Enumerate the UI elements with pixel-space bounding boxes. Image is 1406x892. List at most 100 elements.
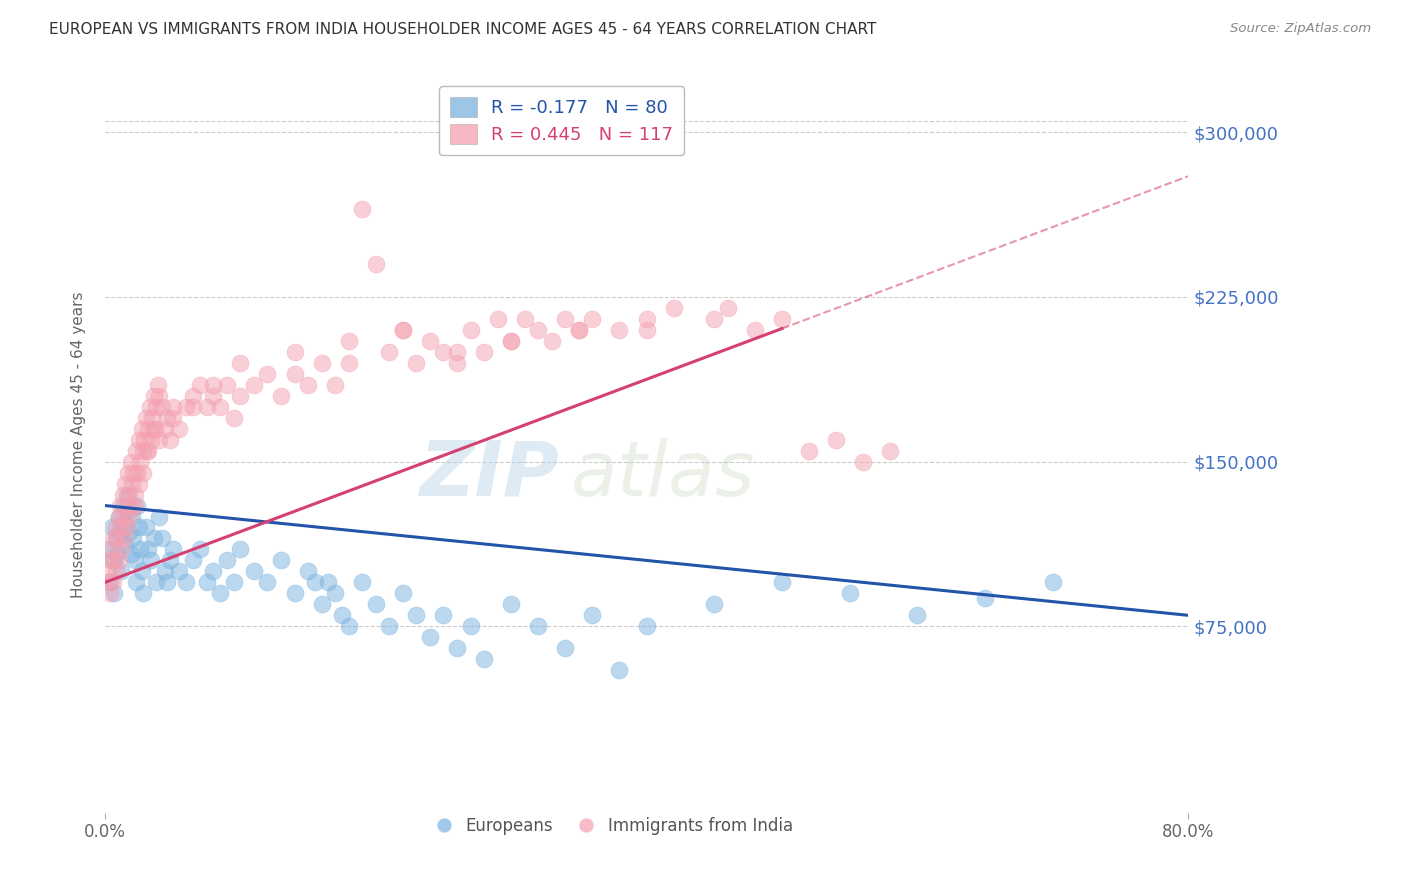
Point — [703, 312, 725, 326]
Point — [100, 586, 122, 600]
Point — [115, 487, 138, 501]
Point — [323, 377, 346, 392]
Point — [770, 575, 793, 590]
Point — [202, 565, 225, 579]
Point — [104, 520, 127, 534]
Point — [107, 509, 129, 524]
Point — [337, 334, 360, 348]
Point — [131, 422, 153, 436]
Point — [117, 503, 139, 517]
Point — [297, 377, 319, 392]
Point — [636, 312, 658, 326]
Point — [98, 565, 121, 579]
Point — [283, 344, 305, 359]
Point — [378, 619, 401, 633]
Point — [195, 575, 218, 590]
Point — [513, 312, 536, 326]
Point — [136, 443, 159, 458]
Point — [138, 400, 160, 414]
Point — [124, 499, 146, 513]
Point — [243, 565, 266, 579]
Point — [188, 377, 211, 392]
Point — [297, 565, 319, 579]
Point — [117, 466, 139, 480]
Point — [112, 509, 135, 524]
Point — [501, 334, 523, 348]
Point — [150, 532, 173, 546]
Point — [311, 356, 333, 370]
Point — [419, 630, 441, 644]
Point — [283, 586, 305, 600]
Point — [460, 323, 482, 337]
Point — [132, 466, 155, 480]
Text: EUROPEAN VS IMMIGRANTS FROM INDIA HOUSEHOLDER INCOME AGES 45 - 64 YEARS CORRELAT: EUROPEAN VS IMMIGRANTS FROM INDIA HOUSEH… — [49, 22, 876, 37]
Point — [270, 553, 292, 567]
Point — [501, 598, 523, 612]
Point — [879, 443, 901, 458]
Point — [581, 312, 603, 326]
Point — [100, 553, 122, 567]
Point — [905, 608, 928, 623]
Point — [527, 323, 550, 337]
Point — [124, 487, 146, 501]
Point — [229, 542, 252, 557]
Point — [162, 400, 184, 414]
Point — [112, 516, 135, 530]
Point — [419, 334, 441, 348]
Point — [100, 575, 122, 590]
Point — [128, 476, 150, 491]
Point — [103, 586, 125, 600]
Point — [162, 410, 184, 425]
Point — [825, 433, 848, 447]
Point — [323, 586, 346, 600]
Y-axis label: Householder Income Ages 45 - 64 years: Householder Income Ages 45 - 64 years — [72, 292, 86, 599]
Point — [146, 377, 169, 392]
Point — [202, 377, 225, 392]
Point — [111, 487, 134, 501]
Point — [139, 553, 162, 567]
Point — [215, 377, 238, 392]
Point — [581, 608, 603, 623]
Point — [188, 542, 211, 557]
Point — [153, 422, 176, 436]
Point — [148, 389, 170, 403]
Point — [107, 509, 129, 524]
Point — [270, 389, 292, 403]
Point — [162, 542, 184, 557]
Point — [460, 619, 482, 633]
Point — [101, 553, 124, 567]
Point — [174, 400, 197, 414]
Text: Source: ZipAtlas.com: Source: ZipAtlas.com — [1230, 22, 1371, 36]
Point — [148, 433, 170, 447]
Point — [229, 389, 252, 403]
Point — [131, 565, 153, 579]
Point — [136, 542, 159, 557]
Point — [405, 608, 427, 623]
Point — [128, 433, 150, 447]
Point — [110, 542, 132, 557]
Point — [121, 509, 143, 524]
Point — [432, 608, 454, 623]
Point — [609, 323, 631, 337]
Point — [283, 367, 305, 381]
Point — [501, 334, 523, 348]
Point — [744, 323, 766, 337]
Point — [446, 356, 468, 370]
Point — [181, 400, 204, 414]
Point — [112, 532, 135, 546]
Point — [770, 312, 793, 326]
Point — [337, 619, 360, 633]
Point — [105, 532, 128, 546]
Point — [662, 301, 685, 315]
Point — [115, 499, 138, 513]
Point — [97, 575, 120, 590]
Point — [337, 356, 360, 370]
Point — [143, 422, 166, 436]
Point — [181, 389, 204, 403]
Point — [229, 356, 252, 370]
Point — [378, 344, 401, 359]
Point — [209, 400, 232, 414]
Point — [568, 323, 591, 337]
Point — [156, 410, 179, 425]
Point — [115, 520, 138, 534]
